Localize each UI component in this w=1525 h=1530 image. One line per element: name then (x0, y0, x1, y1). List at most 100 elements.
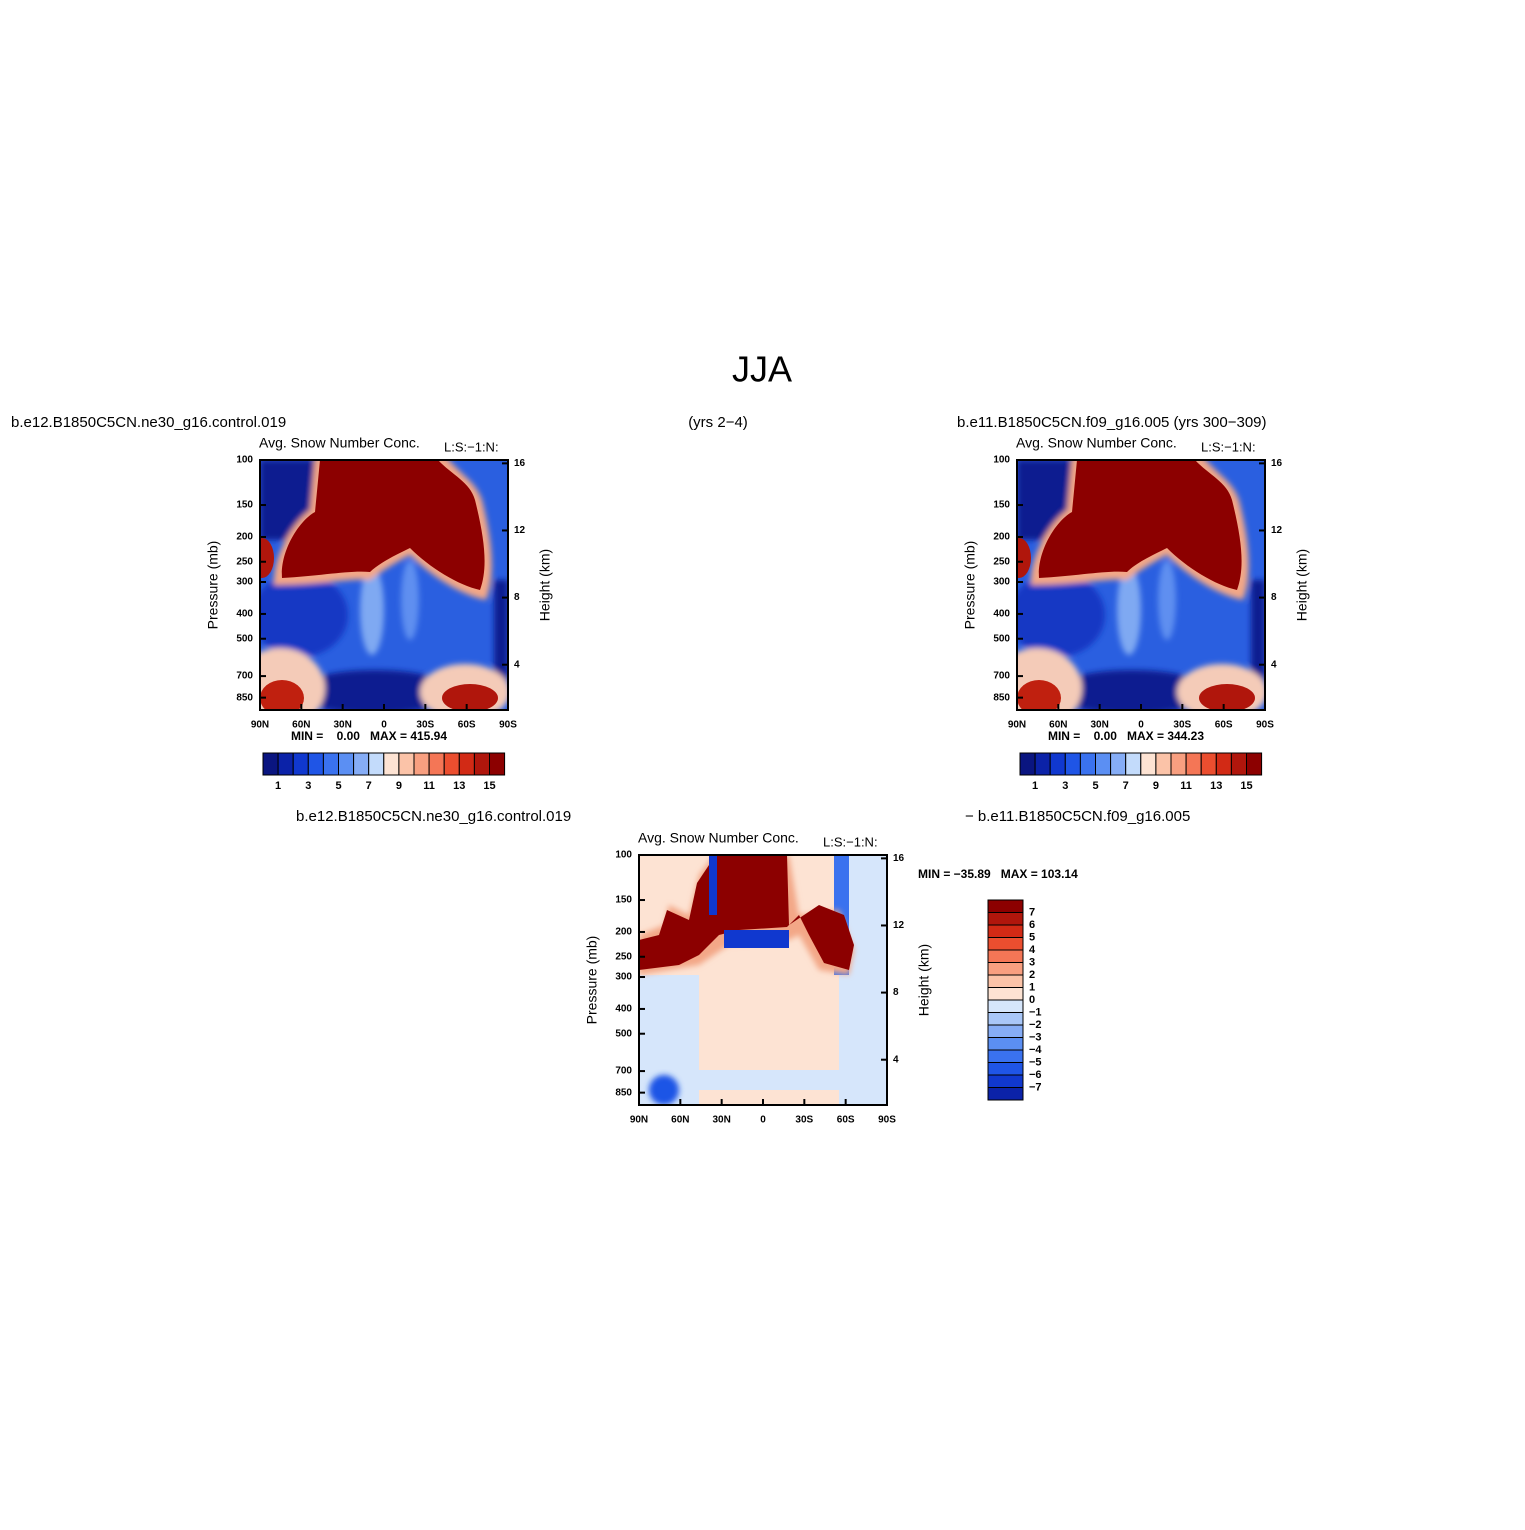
x-tick-label: 0 (760, 1115, 766, 1126)
y-tick-label: 850 (615, 1087, 632, 1098)
colorbar-label: 9 (1153, 780, 1159, 792)
colorbar-box (1125, 752, 1142, 776)
colorbar-label: 9 (396, 780, 402, 792)
colorbar-label: 7 (366, 780, 372, 792)
x-tick-label: 90S (1256, 720, 1274, 731)
colorbar-box (987, 999, 1024, 1013)
y-tick-label: 100 (615, 850, 632, 861)
y-tick-label: 250 (236, 556, 253, 567)
x-tick-label: 60N (1049, 720, 1067, 731)
y-tick-label: 150 (615, 895, 632, 906)
diff-header-left: b.e12.B1850C5CN.ne30_g16.control.019 (296, 808, 571, 825)
colorbar-box (987, 899, 1024, 913)
colorbar-box (987, 949, 1024, 963)
y2-tick-label: 8 (893, 987, 899, 998)
colorbar-label: 15 (1240, 780, 1252, 792)
colorbar-box (413, 752, 430, 776)
contour-field (235, 455, 510, 728)
colorbar-box (987, 987, 1024, 1001)
colorbar-box (987, 937, 1024, 951)
colorbar-box (338, 752, 355, 776)
colorbar-box (489, 752, 506, 776)
x-tick-label: 30S (795, 1115, 813, 1126)
colorbar-label: 3 (1062, 780, 1068, 792)
y-tick-label: 400 (615, 1004, 632, 1015)
y-axis-label: Pressure (mb) (584, 936, 600, 1025)
y-tick-label: 500 (615, 1028, 632, 1039)
colorbar-label: −2 (1029, 1019, 1042, 1031)
figure-title: JJA (732, 349, 792, 390)
x-tick-label: 60S (837, 1115, 855, 1126)
y-tick-label: 700 (236, 671, 253, 682)
x-tick-label: 30S (1173, 720, 1191, 731)
colorbar-box (1170, 752, 1187, 776)
colorbar-box (1140, 752, 1157, 776)
colorbar-box (368, 752, 385, 776)
x-tick-label: 30N (1090, 720, 1108, 731)
colorbar-box (1246, 752, 1263, 776)
colorbar-label: −1 (1029, 1006, 1042, 1018)
panel-title: Avg. Snow Number Conc. (638, 830, 799, 846)
colorbar-label: 15 (483, 780, 495, 792)
x-tick-label: 60S (458, 720, 476, 731)
colorbar-box (473, 752, 490, 776)
colorbar-box (1019, 752, 1036, 776)
colorbar-label: −5 (1029, 1056, 1042, 1068)
y2-axis-label: Height (km) (1294, 549, 1310, 621)
x-tick-label: 30N (333, 720, 351, 731)
colorbar-label: −3 (1029, 1031, 1042, 1043)
y-tick-label: 300 (236, 577, 253, 588)
min-max: MIN = 0.00 MAX = 415.94 (291, 729, 447, 743)
header-right: b.e11.B1850C5CN.f09_g16.005 (yrs 300−309… (957, 414, 1267, 431)
panel-subtitle: L:S:−1:N: (823, 834, 878, 849)
colorbar-label: 13 (1210, 780, 1222, 792)
colorbar-label: 11 (1180, 780, 1192, 792)
y-tick-label: 200 (993, 532, 1010, 543)
contour-field (992, 455, 1267, 728)
y2-tick-label: 4 (1271, 659, 1277, 670)
x-tick-label: 90N (251, 720, 269, 731)
colorbar-label: 2 (1029, 969, 1035, 981)
colorbar-box (292, 752, 309, 776)
colorbar-label: 6 (1029, 919, 1035, 931)
y-tick-label: 500 (993, 633, 1010, 644)
panel-subtitle: L:S:−1:N: (444, 439, 499, 454)
min-max: MIN = 0.00 MAX = 344.23 (1048, 729, 1204, 743)
colorbar-label: 3 (305, 780, 311, 792)
y2-tick-label: 4 (514, 659, 520, 670)
y-tick-label: 150 (993, 500, 1010, 511)
colorbar-box (383, 752, 400, 776)
colorbar-box (987, 1087, 1024, 1101)
y-tick-label: 100 (236, 455, 253, 466)
x-tick-label: 60N (292, 720, 310, 731)
colorbar-box (428, 752, 445, 776)
colorbar-box (1155, 752, 1172, 776)
y2-axis-label: Height (km) (916, 944, 932, 1016)
colorbar-box (1185, 752, 1202, 776)
x-tick-label: 30S (416, 720, 434, 731)
y2-tick-label: 4 (893, 1054, 899, 1065)
colorbar-label: 7 (1029, 906, 1035, 918)
colorbar-box (1110, 752, 1127, 776)
diff-header-right: − b.e11.B1850C5CN.f09_g16.005 (965, 808, 1190, 825)
colorbar-box (987, 1049, 1024, 1063)
y-tick-label: 200 (615, 927, 632, 938)
colorbar-box (987, 1074, 1024, 1088)
colorbar-box (1230, 752, 1248, 776)
x-tick-label: 0 (1138, 720, 1144, 731)
panel-title: Avg. Snow Number Conc. (1016, 435, 1177, 451)
colorbar-label: 5 (335, 780, 341, 792)
y2-tick-label: 16 (514, 458, 526, 469)
x-tick-label: 90S (499, 720, 517, 731)
colorbar-label: 4 (1029, 944, 1036, 956)
colorbar-box (458, 752, 475, 776)
colorbar-box (277, 752, 294, 776)
y2-tick-label: 16 (893, 853, 905, 864)
colorbar-box (1034, 752, 1051, 776)
colorbar-box (1200, 752, 1217, 776)
x-tick-label: 90N (1008, 720, 1026, 731)
y2-tick-label: 12 (893, 920, 905, 931)
colorbar-box (443, 752, 460, 776)
y-tick-label: 250 (993, 556, 1010, 567)
